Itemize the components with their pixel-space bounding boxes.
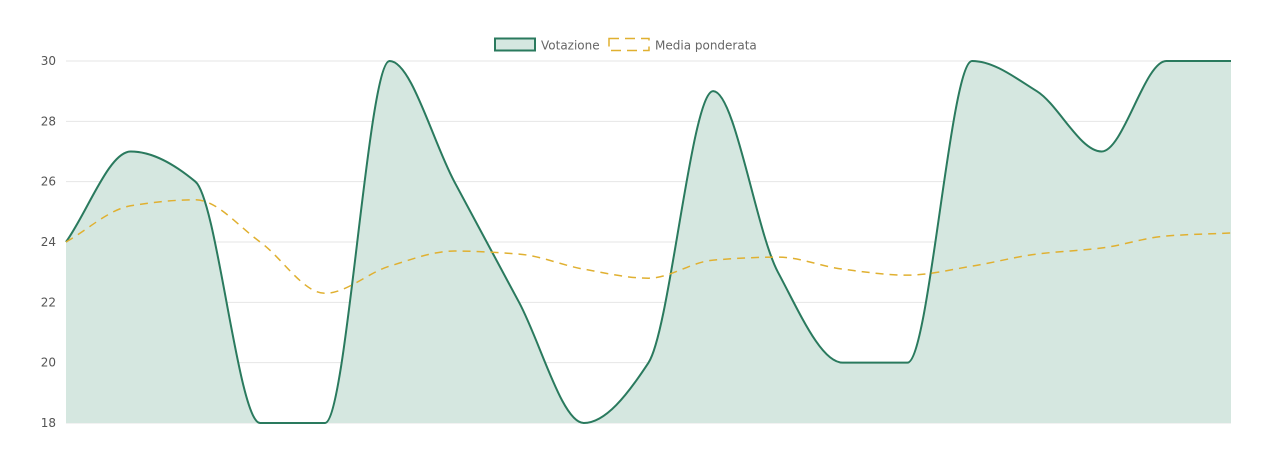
legend-item-votazione[interactable]: Votazione bbox=[494, 37, 600, 53]
legend: Votazione Media ponderata bbox=[494, 37, 757, 53]
legend-item-media-ponderata[interactable]: Media ponderata bbox=[608, 37, 757, 53]
y-tick-label-26: 26 bbox=[41, 175, 56, 189]
y-tick-label-18: 18 bbox=[41, 416, 56, 430]
y-tick-label-22: 22 bbox=[41, 295, 56, 309]
y-tick-label-30: 30 bbox=[41, 54, 56, 68]
series-line-media-ponderata[interactable] bbox=[65, 199, 1232, 295]
legend-swatch-votazione bbox=[494, 37, 536, 52]
legend-label-votazione: Votazione bbox=[541, 39, 600, 53]
y-axis-ticks: 18 20 22 24 26 28 30 bbox=[41, 54, 56, 430]
y-tick-label-20: 20 bbox=[41, 356, 56, 370]
series-line-votazione[interactable] bbox=[65, 59, 1231, 425]
y-tick-label-24: 24 bbox=[41, 235, 56, 249]
legend-label-media-ponderata: Media ponderata bbox=[655, 39, 757, 53]
votazione-area-layer bbox=[66, 61, 1231, 423]
series-lines-layer bbox=[65, 59, 1232, 425]
legend-swatch-media-ponderata bbox=[608, 37, 650, 52]
y-tick-label-28: 28 bbox=[41, 114, 56, 128]
area-fill-votazione bbox=[66, 61, 1231, 423]
grid-lines bbox=[66, 60, 1231, 424]
